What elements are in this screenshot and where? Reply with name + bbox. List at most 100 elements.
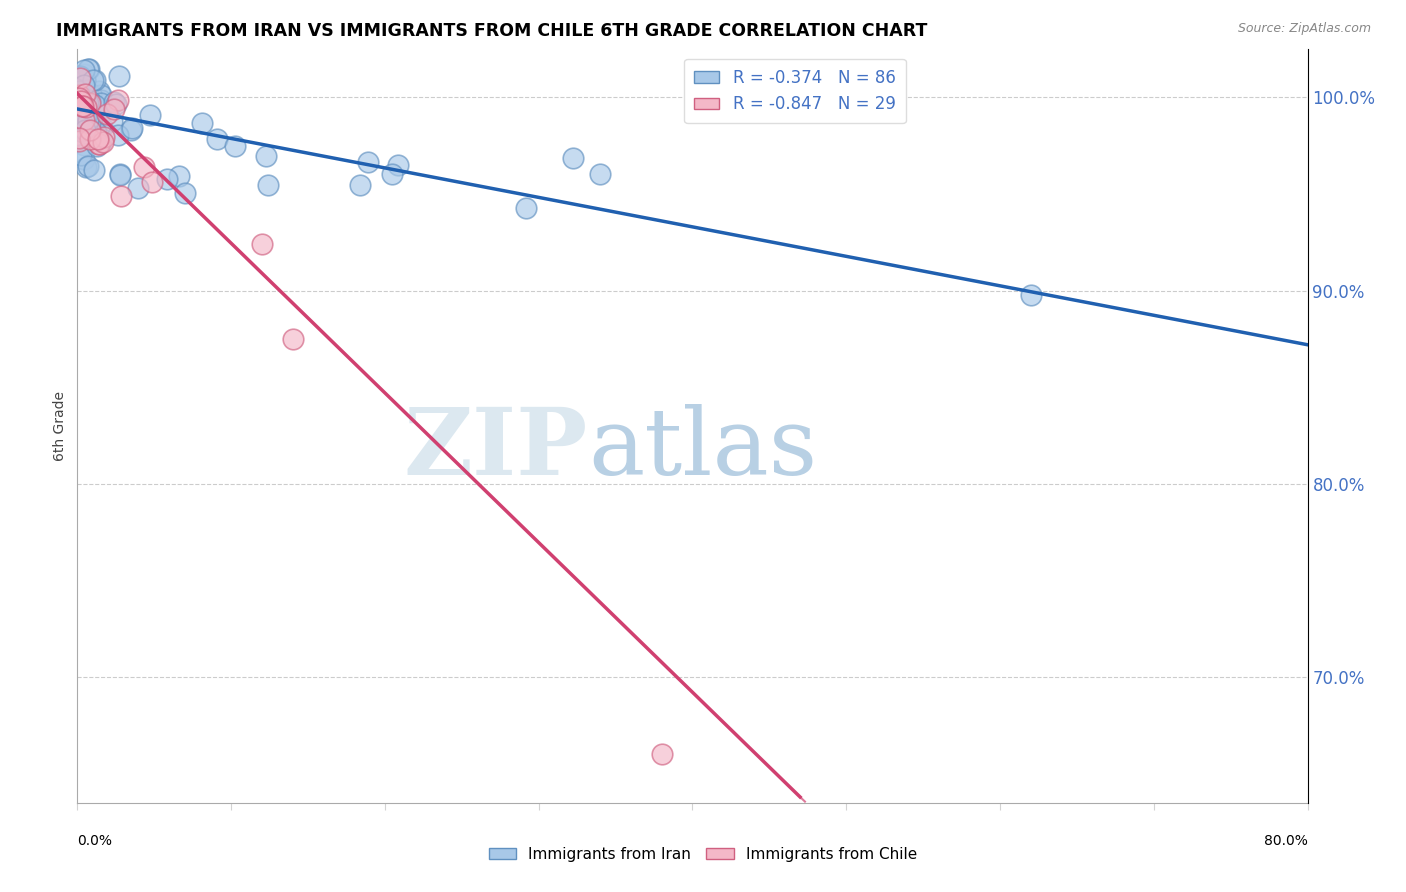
Point — [93, 130, 115, 145]
Point — [73, 72, 96, 87]
Point — [121, 121, 143, 136]
Point — [67, 88, 90, 103]
Point — [69, 134, 91, 148]
Point — [75, 123, 97, 137]
Point — [76, 98, 98, 112]
Point — [79, 62, 101, 76]
Point — [256, 178, 278, 192]
Point — [69, 89, 91, 103]
Point — [70, 114, 93, 128]
Point — [108, 167, 131, 181]
Point — [254, 149, 277, 163]
Point — [224, 138, 246, 153]
Point — [174, 186, 197, 200]
Point — [387, 158, 409, 172]
Point — [84, 98, 107, 112]
Point — [90, 136, 112, 150]
Point — [69, 124, 91, 138]
Y-axis label: 6th Grade: 6th Grade — [53, 391, 67, 461]
Point — [107, 94, 129, 108]
Point — [75, 110, 97, 124]
Point — [1019, 287, 1042, 301]
Point — [67, 91, 90, 105]
Point — [77, 159, 100, 173]
Point — [73, 126, 96, 140]
Point — [69, 69, 91, 83]
Point — [77, 85, 100, 99]
Point — [72, 67, 94, 81]
Point — [86, 139, 108, 153]
Legend: Immigrants from Iran, Immigrants from Chile: Immigrants from Iran, Immigrants from Ch… — [482, 841, 924, 868]
Point — [84, 128, 107, 143]
Point — [139, 108, 162, 122]
Point — [69, 94, 91, 108]
Point — [89, 109, 111, 123]
Point — [83, 163, 105, 178]
Legend: R = -0.374   N = 86, R = -0.847   N = 29: R = -0.374 N = 86, R = -0.847 N = 29 — [685, 59, 905, 123]
Point — [75, 79, 97, 94]
Point — [103, 102, 125, 116]
Point — [70, 99, 93, 113]
Point — [72, 129, 94, 144]
Point — [67, 95, 90, 109]
Point — [73, 138, 96, 153]
Point — [73, 78, 96, 92]
Point — [73, 62, 96, 77]
Point — [191, 115, 214, 129]
Point — [76, 111, 98, 125]
Point — [110, 188, 132, 202]
Point — [167, 169, 190, 183]
Point — [357, 155, 380, 169]
Point — [69, 71, 91, 86]
Point — [90, 95, 112, 110]
Point — [87, 136, 110, 151]
Point — [83, 73, 105, 87]
Point — [75, 160, 97, 174]
Point — [132, 160, 155, 174]
Point — [75, 109, 97, 123]
Point — [561, 151, 583, 165]
Point — [281, 332, 304, 346]
Text: ZIP: ZIP — [404, 403, 588, 493]
Point — [76, 95, 98, 110]
Point — [103, 95, 125, 109]
Point — [90, 93, 112, 107]
Point — [67, 130, 90, 145]
Point — [75, 87, 97, 101]
Point — [76, 62, 98, 77]
Point — [91, 136, 114, 150]
Point — [155, 171, 177, 186]
Point — [79, 116, 101, 130]
Point — [76, 112, 98, 127]
Point — [120, 122, 142, 136]
Point — [141, 175, 163, 189]
Point — [96, 106, 118, 120]
Point — [75, 95, 97, 109]
Point — [250, 237, 273, 252]
Text: atlas: atlas — [588, 403, 817, 493]
Point — [90, 87, 112, 102]
Point — [107, 128, 129, 143]
Point — [72, 99, 94, 113]
Text: 0.0%: 0.0% — [77, 834, 112, 848]
Point — [70, 73, 93, 87]
Point — [589, 167, 612, 181]
Point — [73, 152, 96, 166]
Text: 80.0%: 80.0% — [1264, 834, 1308, 848]
Point — [76, 119, 98, 133]
Point — [82, 111, 104, 125]
Point — [515, 201, 537, 215]
Point — [87, 84, 110, 98]
Point — [79, 122, 101, 136]
Point — [75, 100, 97, 114]
Point — [80, 130, 103, 145]
Point — [70, 99, 93, 113]
Point — [107, 69, 129, 83]
Text: IMMIGRANTS FROM IRAN VS IMMIGRANTS FROM CHILE 6TH GRADE CORRELATION CHART: IMMIGRANTS FROM IRAN VS IMMIGRANTS FROM … — [56, 22, 928, 40]
Point — [76, 112, 98, 127]
Point — [82, 72, 104, 87]
Point — [67, 84, 90, 98]
Point — [72, 113, 94, 128]
Point — [72, 114, 94, 128]
Point — [87, 132, 110, 146]
